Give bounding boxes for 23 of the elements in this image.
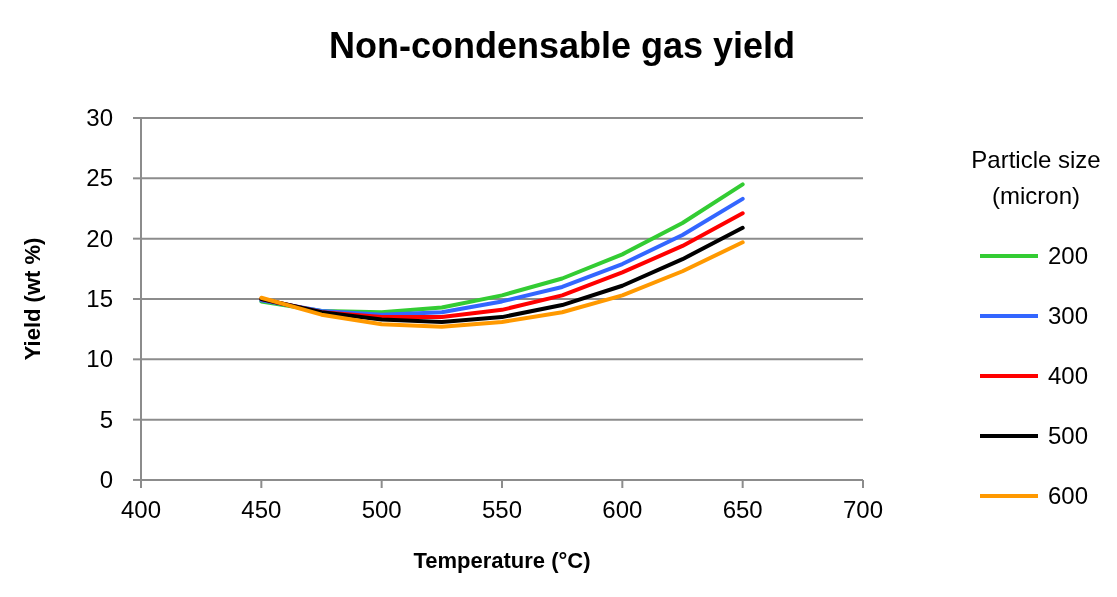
x-tick-label: 600 (602, 496, 643, 523)
x-tick-label: 450 (241, 496, 282, 523)
y-tick-label: 30 (86, 104, 113, 131)
chart-title: Non-condensable gas yield (328, 25, 796, 66)
legend-title: Particle size (micron) (971, 146, 1101, 209)
x-tick-label: 700 (842, 496, 884, 523)
y-tick-label: 0 (99, 466, 113, 493)
y-tick-label: 10 (86, 345, 113, 373)
x-tick-label: 550 (481, 496, 523, 523)
x-tick-label: 500 (361, 496, 402, 523)
y-tick-label: 5 (99, 405, 113, 433)
legend-label: 200 (1048, 242, 1089, 269)
x-tick-label: 650 (722, 496, 763, 523)
x-axis-title: Temperature (°C) (413, 548, 591, 573)
y-tick-label: 15 (86, 285, 113, 312)
legend-label: 400 (1048, 362, 1089, 389)
y-tick-label: 20 (86, 224, 113, 252)
line-series (259, 240, 745, 329)
legend-label: 300 (1048, 302, 1089, 329)
legend-label: 500 (1048, 422, 1089, 449)
y-tick-label: 25 (86, 164, 113, 192)
x-tick-label: 400 (120, 496, 162, 523)
y-axis-title: Yield (wt %) (20, 237, 45, 361)
